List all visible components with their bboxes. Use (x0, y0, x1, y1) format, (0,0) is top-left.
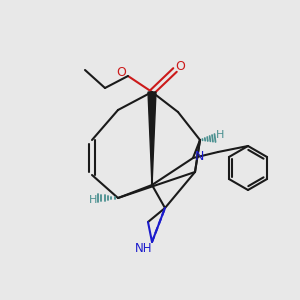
Text: O: O (175, 61, 185, 74)
Text: H: H (89, 195, 97, 205)
Text: N: N (194, 149, 204, 163)
Text: H: H (216, 130, 224, 140)
Polygon shape (148, 92, 156, 185)
Text: NH: NH (135, 242, 153, 254)
Text: O: O (116, 65, 126, 79)
